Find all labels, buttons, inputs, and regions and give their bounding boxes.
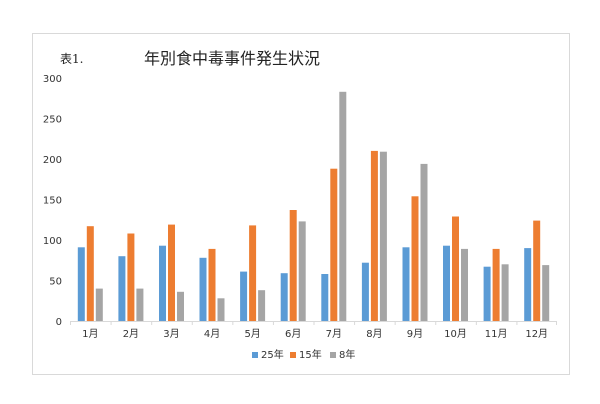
bar-9-1	[452, 216, 459, 321]
bar-8-0	[402, 247, 410, 321]
bar-10-2	[501, 264, 509, 321]
y-tick-label: 250	[43, 115, 62, 126]
bar-1-2	[136, 288, 144, 321]
y-tick-label: 50	[49, 277, 62, 288]
legend-swatch-2	[330, 352, 336, 358]
bar-6-1	[330, 168, 338, 321]
x-tick-label: 10月	[444, 328, 467, 340]
bar-9-0	[443, 245, 450, 321]
y-tick-label: 0	[56, 317, 62, 328]
bar-5-0	[280, 273, 288, 321]
bar-8-1	[411, 196, 419, 321]
bar-3-1	[208, 248, 216, 321]
x-tick-label: 7月	[326, 328, 342, 340]
bar-4-1	[249, 225, 257, 321]
x-tick-label: 4月	[204, 328, 220, 340]
bar-10-1	[492, 248, 500, 321]
bar-1-0	[118, 256, 126, 321]
bar-11-0	[524, 248, 532, 321]
x-tick-label: 9月	[407, 328, 423, 340]
legend-swatch-1	[290, 352, 296, 358]
bar-0-1	[86, 226, 94, 321]
bar-7-2	[379, 151, 387, 321]
bar-1-1	[127, 233, 135, 321]
bar-5-1	[289, 210, 297, 321]
y-tick-label: 100	[43, 236, 62, 247]
bar-5-2	[298, 221, 306, 321]
x-tick-label: 1月	[82, 328, 98, 340]
bar-10-0	[483, 266, 491, 321]
bar-7-0	[361, 262, 369, 321]
legend-label-2: 8年	[339, 348, 355, 361]
x-tick-label: 6月	[285, 328, 301, 340]
x-tick-label: 12月	[525, 328, 548, 340]
bar-8-2	[420, 163, 428, 321]
y-tick-label: 200	[43, 155, 62, 166]
legend-label-0: 25年	[261, 348, 284, 361]
bar-4-0	[240, 271, 248, 321]
bar-6-0	[321, 274, 329, 321]
x-tick-label: 2月	[123, 328, 139, 340]
bar-7-1	[370, 150, 378, 321]
x-tick-label: 11月	[485, 328, 508, 340]
x-tick-label: 3月	[163, 328, 179, 340]
bar-2-1	[168, 224, 175, 321]
bar-2-0	[159, 245, 166, 321]
x-tick-label: 5月	[244, 328, 260, 340]
legend-label-1: 15年	[299, 348, 322, 361]
y-tick-label: 300	[43, 74, 62, 85]
bar-2-2	[177, 291, 184, 321]
bar-11-2	[542, 265, 550, 321]
bar-3-2	[217, 298, 225, 321]
bar-0-0	[77, 247, 85, 321]
bar-11-1	[533, 220, 541, 321]
x-tick-label: 8月	[366, 328, 382, 340]
bar-3-0	[199, 257, 207, 321]
bar-9-2	[461, 248, 468, 321]
bar-0-2	[95, 288, 103, 321]
bar-6-2	[339, 91, 347, 321]
chart-title: 年別食中毒事件発生状況	[144, 49, 321, 68]
table-label: 表1.	[60, 52, 84, 66]
bar-4-2	[258, 290, 266, 321]
y-tick-label: 150	[43, 196, 62, 207]
legend-swatch-0	[252, 352, 258, 358]
